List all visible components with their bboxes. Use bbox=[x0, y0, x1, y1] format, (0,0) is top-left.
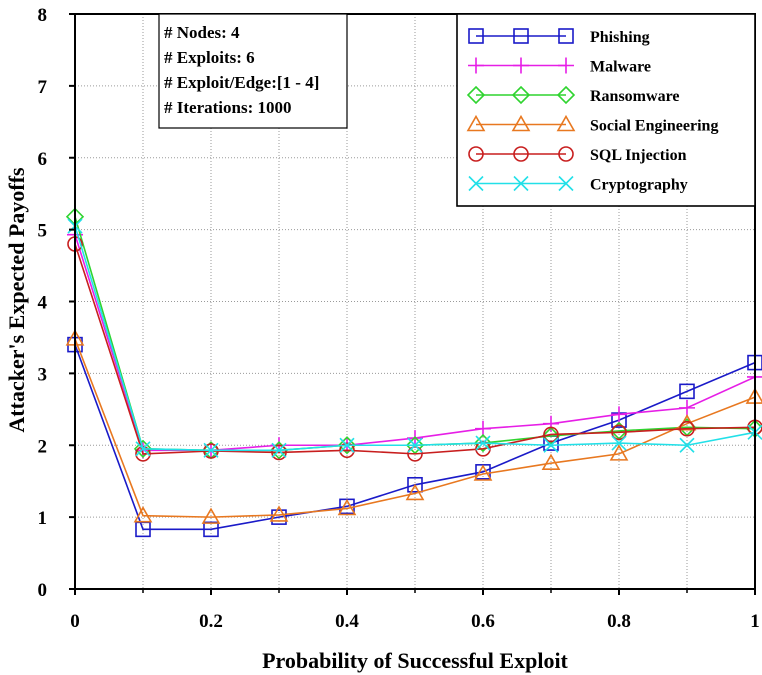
data-point-social-engineering bbox=[133, 506, 153, 523]
legend-marker bbox=[513, 175, 529, 192]
legend-marker bbox=[558, 146, 574, 162]
legend-marker bbox=[558, 28, 574, 44]
legend-marker bbox=[468, 175, 484, 192]
y-tick-label: 3 bbox=[38, 364, 48, 385]
data-point-phishing bbox=[271, 509, 287, 525]
info-box-frame bbox=[158, 13, 348, 129]
legend-marker bbox=[511, 114, 531, 132]
data-point-cryptography bbox=[135, 441, 151, 457]
data-point-sql-injection bbox=[475, 441, 491, 457]
data-point-social-engineering bbox=[201, 507, 221, 524]
data-point-phishing bbox=[407, 476, 423, 493]
legend-marker bbox=[513, 28, 529, 44]
series-malware bbox=[67, 226, 762, 459]
data-point-social-engineering bbox=[337, 498, 357, 516]
legend-frame bbox=[456, 13, 756, 207]
legend-marker bbox=[513, 57, 529, 74]
legend-marker bbox=[466, 114, 486, 132]
legend-label: Social Engineering bbox=[590, 118, 718, 135]
data-point-cryptography bbox=[271, 442, 287, 458]
x-tick-label: 0.8 bbox=[607, 611, 631, 632]
legend-label: SQL Injection bbox=[590, 147, 687, 164]
data-point-sql-injection bbox=[611, 424, 627, 441]
legend-marker bbox=[466, 85, 486, 105]
data-point-phishing bbox=[679, 383, 695, 400]
legend: Phishing Malware Ransomware Social Engineer… bbox=[456, 13, 756, 207]
data-point-cryptography bbox=[203, 442, 219, 458]
legend-marker bbox=[511, 85, 531, 105]
data-point-cryptography bbox=[679, 437, 695, 453]
data-point-sql-injection bbox=[679, 420, 695, 437]
y-tick-label: 4 bbox=[38, 293, 48, 314]
legend-marker bbox=[513, 146, 529, 162]
data-point-social-engineering bbox=[473, 464, 493, 481]
data-point-cryptography bbox=[407, 437, 423, 453]
data-point-cryptography bbox=[475, 435, 491, 451]
data-point-social-engineering bbox=[609, 444, 629, 461]
legend-item-phishing: Phishing bbox=[468, 28, 650, 46]
data-point-sql-injection bbox=[407, 446, 423, 462]
x-tick-label: 0.6 bbox=[471, 611, 495, 632]
y-tick-label: 5 bbox=[38, 221, 48, 242]
x-tick-label: 0.4 bbox=[335, 611, 359, 632]
data-point-ransomware bbox=[337, 436, 357, 455]
y-tick-label: 2 bbox=[38, 436, 48, 457]
data-point-ransomware bbox=[473, 433, 493, 453]
legend-item-malware: Malware bbox=[468, 57, 651, 76]
data-point-social-engineering bbox=[541, 453, 561, 471]
data-point-malware bbox=[679, 399, 695, 416]
legend-marker bbox=[556, 85, 576, 105]
series-line-sql-injection bbox=[74, 243, 756, 455]
x-tick-label: 0 bbox=[70, 611, 80, 632]
legend-item-sql-injection: SQL Injection bbox=[468, 146, 687, 164]
legend-label: Malware bbox=[590, 59, 651, 76]
legend-marker bbox=[558, 175, 574, 192]
legend-item-social-engineering: Social Engineering bbox=[466, 114, 718, 135]
legend-label: Phishing bbox=[590, 29, 650, 46]
legend-marker bbox=[468, 57, 484, 74]
legend-item-ransomware: Ransomware bbox=[466, 85, 679, 105]
info-line: # Iterations: 1000 bbox=[164, 98, 291, 117]
info-line: # Exploit/Edge:[1 - 4] bbox=[164, 73, 319, 92]
legend-label: Cryptography bbox=[590, 177, 688, 194]
data-point-sql-injection bbox=[339, 442, 355, 459]
legend-item-cryptography: Cryptography bbox=[468, 175, 688, 194]
y-tick-label: 7 bbox=[38, 77, 48, 98]
legend-marker bbox=[558, 57, 574, 74]
data-point-social-engineering bbox=[269, 505, 289, 522]
legend-label: Ransomware bbox=[590, 88, 679, 105]
x-tick-label: 1 bbox=[750, 611, 760, 632]
data-point-social-engineering bbox=[405, 483, 425, 501]
data-point-ransomware bbox=[133, 439, 153, 458]
info-line: # Exploits: 6 bbox=[164, 48, 255, 67]
x-tick-label: 0.2 bbox=[199, 611, 223, 632]
x-axis-title: Probability of Successful Exploit bbox=[262, 648, 568, 673]
info-box: # Nodes: 4 # Exploits: 6 # Exploit/Edge:[1… bbox=[158, 13, 348, 129]
data-point-sql-injection bbox=[543, 426, 559, 443]
series-sql-injection bbox=[67, 236, 762, 462]
info-line: # Nodes: 4 bbox=[164, 23, 240, 42]
legend-marker bbox=[556, 114, 576, 132]
legend-marker bbox=[468, 146, 484, 162]
data-point-malware bbox=[611, 406, 627, 423]
data-point-cryptography bbox=[339, 437, 355, 453]
series-ransomware bbox=[65, 207, 762, 460]
ticks: 0 0.2 0.4 0.6 0.8 1 0 1 2 3 4 5 6 7 8 bbox=[38, 5, 760, 632]
y-tick-label: 6 bbox=[38, 149, 48, 170]
y-tick-label: 1 bbox=[38, 508, 48, 529]
y-axis-title: Attacker's Expected Payoffs bbox=[4, 167, 29, 433]
data-point-cryptography bbox=[611, 435, 627, 451]
series-layer bbox=[65, 207, 762, 538]
y-tick-label: 0 bbox=[38, 580, 48, 601]
legend-marker bbox=[468, 28, 484, 44]
data-point-sql-injection bbox=[271, 444, 287, 461]
data-point-cryptography bbox=[543, 437, 559, 453]
data-point-ransomware bbox=[541, 426, 561, 446]
y-tick-label: 8 bbox=[38, 5, 48, 26]
